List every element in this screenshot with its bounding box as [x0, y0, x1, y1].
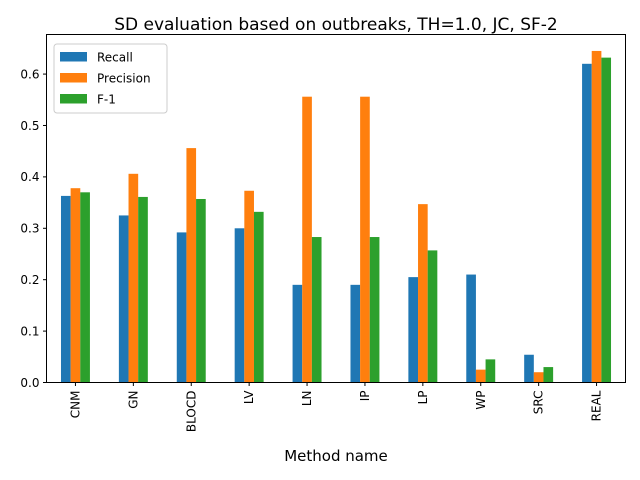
legend: Recall Precision F-1 — [53, 43, 168, 114]
bar-blocd-f1 — [196, 198, 206, 383]
bar-ip-f1 — [369, 237, 380, 383]
bar-ip-recall — [350, 284, 361, 383]
bar-real-recall — [582, 63, 592, 383]
plot-area-frame — [46, 34, 626, 383]
x-axis-ticks: CNM GN BLOCD LV LN IP LP WP SRC REAL — [68, 382, 604, 433]
bar-lv-precision — [244, 190, 254, 383]
bar-real-precision — [591, 50, 602, 383]
bar-cnm-f1 — [80, 192, 90, 383]
x-tick-label: LV — [242, 390, 256, 404]
bar-gn-precision — [128, 173, 139, 383]
x-tick-label: BLOCD — [184, 391, 198, 433]
bar-lv-f1 — [253, 211, 264, 383]
bar-src-recall — [524, 354, 534, 383]
bar-lp-recall — [408, 277, 419, 383]
bar-wp-f1 — [485, 359, 496, 383]
bar-real-f1 — [601, 57, 612, 383]
bar-src-precision — [533, 372, 544, 383]
bar-ln-precision — [302, 96, 312, 383]
bar-gn-f1 — [138, 196, 148, 383]
legend-label: Precision — [97, 72, 151, 86]
legend-swatch-f1 — [60, 94, 87, 104]
y-tick-label: 0.3 — [20, 222, 39, 236]
chart-title: SD evaluation based on outbreaks, TH=1.0… — [114, 15, 558, 35]
bar-ln-recall — [292, 284, 303, 383]
x-tick-label: GN — [126, 391, 140, 409]
legend-label: Recall — [97, 51, 133, 65]
y-tick-label: 0.5 — [20, 119, 39, 133]
x-axis-label: Method name — [284, 447, 388, 465]
y-tick-label: 0.1 — [20, 324, 39, 338]
x-tick-label: CNM — [68, 391, 82, 419]
y-axis-ticks: 0.0 0.1 0.2 0.3 0.4 0.5 0.6 — [20, 67, 47, 390]
bar-wp-precision — [475, 369, 486, 383]
y-tick-label: 0.6 — [20, 67, 39, 81]
x-tick-label: LP — [416, 391, 430, 405]
legend-label: F-1 — [97, 93, 116, 107]
y-tick-label: 0.0 — [20, 376, 39, 390]
bar-blocd-precision — [186, 148, 197, 383]
x-tick-label: SRC — [532, 391, 546, 415]
bars-group — [60, 50, 612, 383]
y-tick-label: 0.2 — [20, 273, 39, 287]
bar-lp-f1 — [427, 250, 438, 383]
legend-swatch-precision — [60, 73, 87, 83]
bar-lv-recall — [234, 228, 245, 383]
x-tick-label: IP — [358, 391, 372, 402]
x-tick-label: WP — [474, 391, 488, 410]
bar-lp-precision — [418, 204, 428, 383]
bar-cnm-precision — [70, 188, 81, 383]
y-tick-label: 0.4 — [20, 170, 39, 184]
bar-src-f1 — [543, 367, 554, 383]
bar-wp-recall — [466, 274, 476, 383]
legend-swatch-recall — [60, 52, 87, 62]
bar-gn-recall — [118, 215, 129, 383]
bar-cnm-recall — [60, 195, 71, 383]
x-tick-label: REAL — [590, 390, 604, 421]
x-tick-label: LN — [300, 391, 314, 407]
bar-blocd-recall — [176, 232, 187, 383]
bar-ip-precision — [360, 96, 370, 383]
bar-ln-f1 — [311, 237, 322, 383]
